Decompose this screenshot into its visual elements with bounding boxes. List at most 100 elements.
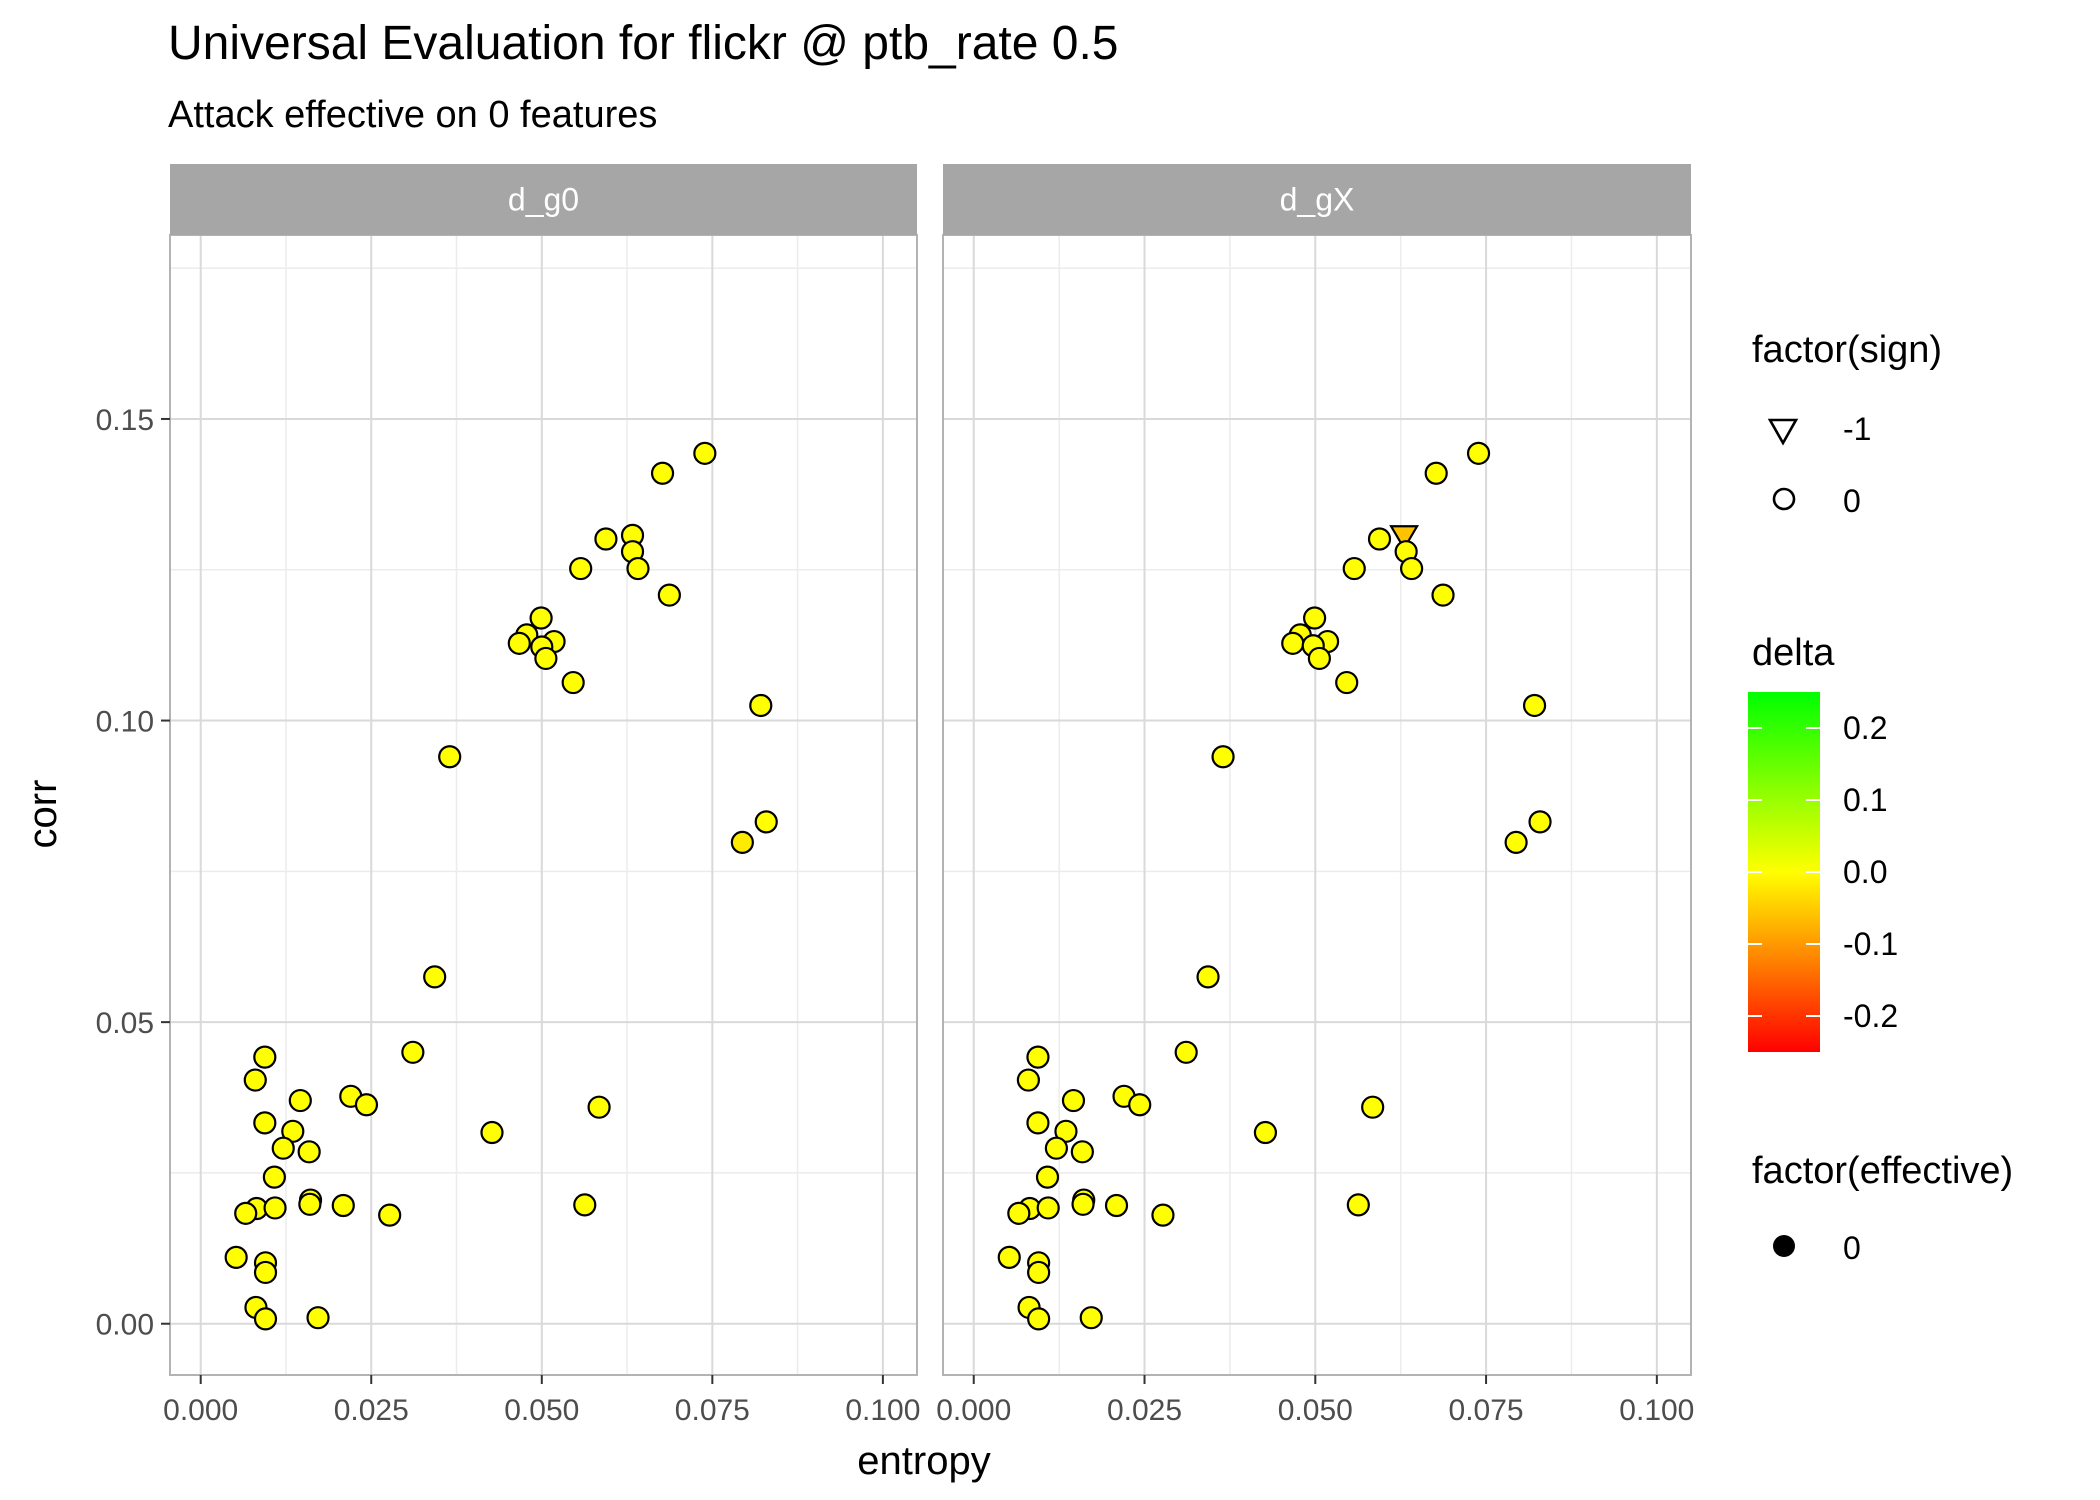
x-axis-label: entropy (857, 1439, 990, 1483)
data-point (288, 1088, 312, 1113)
colorbar-tick-label: 0.0 (1843, 854, 1887, 890)
data-point (1522, 693, 1547, 718)
data-point (1211, 745, 1235, 769)
data-point (243, 1068, 267, 1092)
data-point (234, 1201, 258, 1225)
data-point (253, 1260, 278, 1285)
panel-background (170, 235, 917, 1375)
y-tick-label: 0.10 (96, 706, 154, 739)
data-point (1026, 1045, 1050, 1069)
facet-strip-label: d_g0 (508, 182, 579, 218)
data-point (1016, 1068, 1040, 1092)
data-point (1196, 965, 1220, 989)
data-point (1367, 527, 1392, 551)
colorbar-tick-label: 0.1 (1843, 782, 1887, 818)
data-point (263, 1196, 287, 1220)
data-point (529, 606, 553, 630)
data-point (650, 461, 675, 485)
x-tick-label: 0.025 (1107, 1394, 1182, 1427)
legend-effective-label: 0 (1843, 1230, 1861, 1266)
data-point (1044, 1136, 1068, 1160)
panel-d_g0: d_g0 0.000 0.025 0.050 0.075 0.100 0.00 0.05 0.1… (96, 164, 920, 1427)
data-point (507, 631, 531, 655)
data-point-triangle (1389, 525, 1420, 551)
data-point (1281, 631, 1305, 655)
data-point (401, 1040, 425, 1064)
data-point (297, 1140, 321, 1164)
data-point (253, 1307, 278, 1331)
x-tick-label: 0.100 (845, 1394, 920, 1427)
data-point (253, 1111, 277, 1135)
panel-background (943, 235, 1691, 1375)
data-point (224, 1245, 248, 1269)
y-axis-label: corr (21, 780, 65, 849)
x-tick-label: 0.075 (1449, 1394, 1524, 1427)
data-point (262, 1165, 286, 1189)
data-point (730, 830, 754, 854)
data-point (298, 1192, 322, 1216)
data-point (1174, 1040, 1198, 1064)
legend: factor(sign) -1 0 delta 0.2 0.1 0.0 -0.1 -0.… (1748, 329, 2013, 1266)
data-point (749, 693, 773, 718)
x-tick-label: 0.000 (936, 1394, 1011, 1427)
colorbar-tick-label: -0.1 (1843, 926, 1898, 962)
data-point (1035, 1165, 1060, 1189)
legend-effective-title: factor(effective) (1752, 1150, 2013, 1192)
data-point (1104, 1193, 1129, 1218)
data-point (271, 1136, 295, 1160)
x-tick-label: 0.000 (163, 1394, 238, 1427)
legend-sign-title: factor(sign) (1752, 329, 1942, 371)
data-point (1342, 556, 1366, 581)
y-tick-label: 0.05 (96, 1007, 154, 1040)
data-point (1128, 1093, 1152, 1117)
data-point (561, 670, 585, 695)
colorbar-tick-label: 0.2 (1843, 710, 1887, 746)
panel-d_gX: d_gX 0.000 0.025 0.050 0.075 0.100 (936, 164, 1694, 1427)
data-point (1528, 810, 1552, 834)
data-point (997, 1245, 1021, 1269)
x-tick-label: 0.025 (334, 1394, 409, 1427)
data-point (1007, 1201, 1031, 1225)
legend-sign-label-neg: -1 (1843, 411, 1871, 447)
data-point (306, 1306, 330, 1330)
y-tick-label: 0.15 (96, 404, 154, 437)
data-point (1036, 1196, 1060, 1220)
delta-colorbar-ticks: 0.2 0.1 0.0 -0.1 -0.2 (1748, 710, 1898, 1034)
data-point (1431, 583, 1455, 607)
legend-delta-title: delta (1752, 632, 1835, 674)
y-tick-label: 0.00 (96, 1309, 154, 1342)
triangle-down-icon (1767, 418, 1799, 446)
x-tick-label: 0.050 (504, 1394, 579, 1427)
data-point (354, 1093, 379, 1117)
data-point (480, 1120, 504, 1145)
data-point (1026, 1111, 1050, 1135)
data-point (693, 441, 717, 465)
data-point (626, 556, 650, 581)
data-point (754, 810, 778, 834)
data-point (1027, 1260, 1051, 1285)
data-point (1424, 461, 1448, 485)
data-point (534, 646, 558, 671)
data-point (1346, 1193, 1370, 1217)
filled-circle-icon (1773, 1235, 1795, 1257)
data-point (1335, 670, 1359, 695)
data-point (1361, 1095, 1385, 1119)
data-point (594, 527, 618, 551)
x-tick-label: 0.100 (1619, 1394, 1694, 1427)
data-point (1307, 646, 1331, 671)
data-point (1303, 606, 1327, 630)
facet-strip (170, 164, 917, 235)
data-point (573, 1193, 597, 1217)
data-point (587, 1095, 611, 1119)
data-point (1071, 1192, 1095, 1216)
chart-subtitle: Attack effective on 0 features (168, 94, 657, 136)
legend-sign-label-zero: 0 (1843, 483, 1861, 519)
facet-strip-label: d_gX (1280, 182, 1355, 218)
data-point (1253, 1120, 1278, 1145)
data-point (1027, 1307, 1051, 1331)
data-point (438, 745, 462, 769)
data-point (423, 965, 447, 989)
data-point (1079, 1306, 1103, 1330)
data-point (1151, 1203, 1175, 1227)
